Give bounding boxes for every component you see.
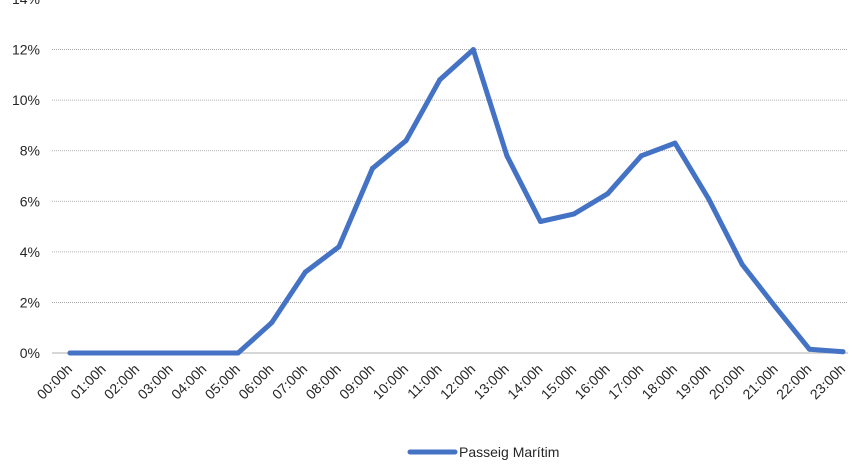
y-axis-ticks: 0% 2% 4% 6% 8% 10% 12% 14%: [12, 0, 40, 361]
data-point: [806, 346, 812, 352]
data-point: [538, 219, 544, 225]
x-tick-label: 06:00h: [235, 361, 277, 403]
x-tick-label: 20:00h: [706, 361, 748, 403]
x-tick-label: 05:00h: [202, 361, 244, 403]
data-point: [638, 153, 644, 159]
y-tick-label: 6%: [20, 193, 40, 209]
data-point: [201, 350, 207, 356]
x-tick-label: 17:00h: [605, 361, 647, 403]
data-point: [437, 77, 443, 83]
legend-label: Passeig Marítim: [459, 444, 559, 460]
y-tick-label: 0%: [20, 345, 40, 361]
x-tick-label: 02:00h: [101, 361, 143, 403]
x-tick-label: 18:00h: [638, 361, 680, 403]
x-tick-label: 22:00h: [773, 361, 815, 403]
data-point: [302, 269, 308, 275]
y-tick-label: 14%: [12, 0, 40, 7]
x-tick-label: 19:00h: [672, 361, 714, 403]
x-tick-label: 14:00h: [504, 361, 546, 403]
data-point: [840, 349, 846, 355]
x-tick-label: 04:00h: [168, 361, 210, 403]
data-point: [706, 196, 712, 202]
x-tick-label: 07:00h: [269, 361, 311, 403]
data-point: [773, 304, 779, 310]
x-tick-label: 12:00h: [437, 361, 479, 403]
data-point: [336, 244, 342, 250]
x-tick-label: 15:00h: [538, 361, 580, 403]
series-line: [67, 47, 846, 356]
data-point: [470, 47, 476, 53]
y-tick-label: 4%: [20, 244, 40, 260]
data-point: [134, 350, 140, 356]
x-tick-label: 13:00h: [470, 361, 512, 403]
y-tick-label: 10%: [12, 92, 40, 108]
y-tick-label: 2%: [20, 294, 40, 310]
x-tick-label: 10:00h: [370, 361, 412, 403]
data-point: [571, 211, 577, 217]
series-lines: [67, 47, 846, 356]
x-tick-label: 01:00h: [67, 361, 109, 403]
data-point: [269, 320, 275, 326]
x-tick-label: 08:00h: [302, 361, 344, 403]
data-point: [672, 140, 678, 146]
x-tick-label: 03:00h: [134, 361, 176, 403]
data-point: [504, 153, 510, 159]
data-point: [67, 350, 73, 356]
y-tick-label: 12%: [12, 42, 40, 58]
data-point: [739, 262, 745, 267]
x-tick-label: 09:00h: [336, 361, 378, 403]
x-tick-label: 23:00h: [807, 361, 849, 403]
data-point: [403, 138, 409, 144]
x-tick-label: 16:00h: [571, 361, 613, 403]
y-tick-label: 8%: [20, 143, 40, 159]
data-point: [369, 165, 375, 171]
x-tick-label: 00:00h: [34, 361, 76, 403]
data-point: [101, 350, 107, 356]
x-tick-label: 21:00h: [739, 361, 781, 403]
data-point: [168, 350, 174, 356]
x-tick-label: 11:00h: [404, 361, 445, 402]
x-axis-ticks: 00:00h01:00h02:00h03:00h04:00h05:00h06:0…: [34, 361, 849, 403]
data-point: [235, 350, 241, 356]
gridlines: [52, 49, 848, 354]
legend: Passeig Marítim: [407, 444, 559, 460]
data-point: [605, 191, 611, 197]
